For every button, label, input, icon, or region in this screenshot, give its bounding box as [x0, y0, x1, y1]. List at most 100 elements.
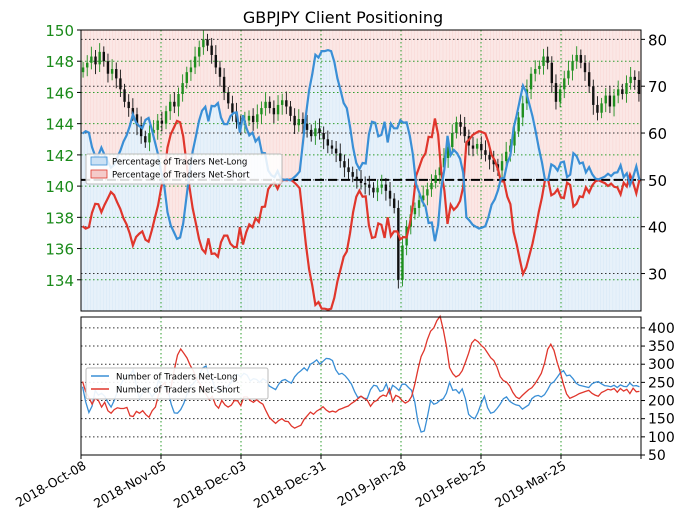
count-tick-label: 350: [648, 339, 675, 355]
net-short-bg-bar: [304, 30, 308, 116]
count-tick-label: 250: [648, 375, 675, 391]
count-tick-label: 150: [648, 412, 675, 428]
net-short-bg-bar: [467, 30, 472, 221]
net-long-bg-bar: [357, 169, 362, 311]
candle-body: [339, 153, 342, 162]
candle-body: [305, 123, 309, 130]
candle-body: [310, 129, 313, 137]
net-long-bg-bar: [348, 126, 352, 311]
net-long-bg-bar: [427, 222, 431, 311]
net-long-bg-bar: [316, 57, 321, 311]
net-short-bg-bar: [257, 30, 261, 138]
candle-body: [384, 184, 388, 191]
candle-body: [289, 106, 292, 116]
candle-body: [451, 133, 454, 148]
x-tick-label: 2018-Oct-08: [13, 458, 89, 510]
net-short-bg-bar: [178, 30, 183, 238]
x-tick-label: 2018-Nov-05: [91, 458, 168, 511]
net-long-bg-bar: [178, 237, 183, 311]
net-short-bg-bar: [634, 30, 639, 167]
net-short-bg-bar: [121, 30, 126, 142]
candle-body: [459, 122, 462, 127]
net-short-bg-bar: [530, 30, 535, 117]
candle-body: [376, 187, 379, 193]
net-short-bg-bar: [87, 30, 91, 133]
candle-body: [430, 182, 433, 190]
net-short-bg-bar: [143, 30, 148, 120]
net-short-bg-bar: [112, 30, 117, 165]
candle-body: [438, 167, 442, 176]
net-long-bg-bar: [452, 149, 456, 311]
net-long-bg-bar: [266, 170, 271, 311]
price-tick-label: 138: [45, 209, 74, 227]
net-long-bg-bar: [499, 178, 503, 311]
net-long-bg-bar: [571, 153, 576, 311]
net-short-bg-bar: [329, 30, 334, 52]
net-short-bg-bar: [272, 30, 277, 178]
net-short-bg-bar: [323, 30, 327, 52]
candle-body: [355, 176, 359, 180]
net-short-bg-bar: [549, 30, 554, 165]
net-short-bg-bar: [486, 30, 491, 218]
price-tick-label: 144: [45, 116, 74, 134]
candle-body: [575, 54, 578, 62]
chart-title: GBPJPY Client Positioning: [243, 8, 443, 27]
candle-body: [260, 108, 263, 115]
net-short-bg-bar: [489, 30, 494, 205]
legend-box: [85, 153, 283, 185]
net-short-bg-bar: [568, 30, 573, 175]
x-tick-label: 2019-Feb-25: [413, 458, 489, 510]
net-long-bg-bar: [206, 121, 211, 311]
price-tick-label: 134: [45, 272, 74, 290]
percent-tick-label: 30: [648, 266, 667, 284]
net-long-bg-bar: [389, 123, 393, 312]
net-long-bg-bar: [634, 166, 639, 311]
candle-body: [492, 159, 495, 165]
net-long-bg-bar: [200, 110, 205, 311]
net-long-bg-bar: [156, 154, 161, 311]
net-long-bg-bar: [496, 190, 500, 311]
candle-body: [210, 45, 213, 55]
net-short-bg-bar: [505, 30, 510, 164]
net-short-bg-bar: [361, 30, 365, 164]
candle-body: [127, 101, 130, 109]
percentage-background-bars: [81, 30, 642, 312]
net-short-bg-bar: [417, 30, 422, 193]
candle-body: [227, 92, 230, 104]
net-short-bg-bar: [172, 30, 176, 232]
net-short-bg-bar: [401, 30, 406, 123]
net-long-bg-bar: [219, 117, 223, 311]
net-short-bg-bar: [247, 30, 252, 136]
net-long-bg-bar: [203, 106, 208, 311]
net-long-bg-bar: [502, 177, 507, 311]
net-short-bg-bar: [420, 30, 425, 202]
net-long-bg-bar: [464, 217, 469, 311]
candle-body: [168, 101, 172, 112]
net-short-bg-bar: [191, 30, 195, 152]
net-long-bg-bar: [631, 177, 636, 311]
legend-swatch: [90, 169, 108, 179]
net-short-bg-bar: [379, 30, 384, 135]
net-short-bg-bar: [540, 30, 544, 163]
net-short-bg-bar: [414, 30, 419, 185]
candle-body: [177, 94, 180, 107]
net-long-bg-bar: [578, 163, 582, 311]
candle-body: [202, 39, 205, 48]
candle-body: [571, 61, 574, 71]
net-long-bg-bar: [414, 184, 419, 311]
candle-body: [330, 145, 334, 149]
candle-body: [542, 56, 545, 66]
candle-body: [351, 172, 354, 177]
net-long-bg-bar: [134, 122, 139, 311]
candle-body: [301, 118, 305, 124]
percent-tick-label: 50: [648, 172, 667, 190]
net-short-bg-bar: [320, 30, 324, 52]
count-tick-label: 300: [648, 357, 675, 373]
net-short-bg-bar: [106, 30, 110, 162]
net-long-bg-bar: [433, 241, 437, 311]
net-short-bg-bar: [93, 30, 98, 156]
legend-entry: Number of Traders Net-Short: [116, 386, 240, 396]
net-long-bg-bar: [401, 122, 406, 311]
net-long-bg-bar: [279, 178, 283, 311]
candle-body: [538, 65, 541, 70]
